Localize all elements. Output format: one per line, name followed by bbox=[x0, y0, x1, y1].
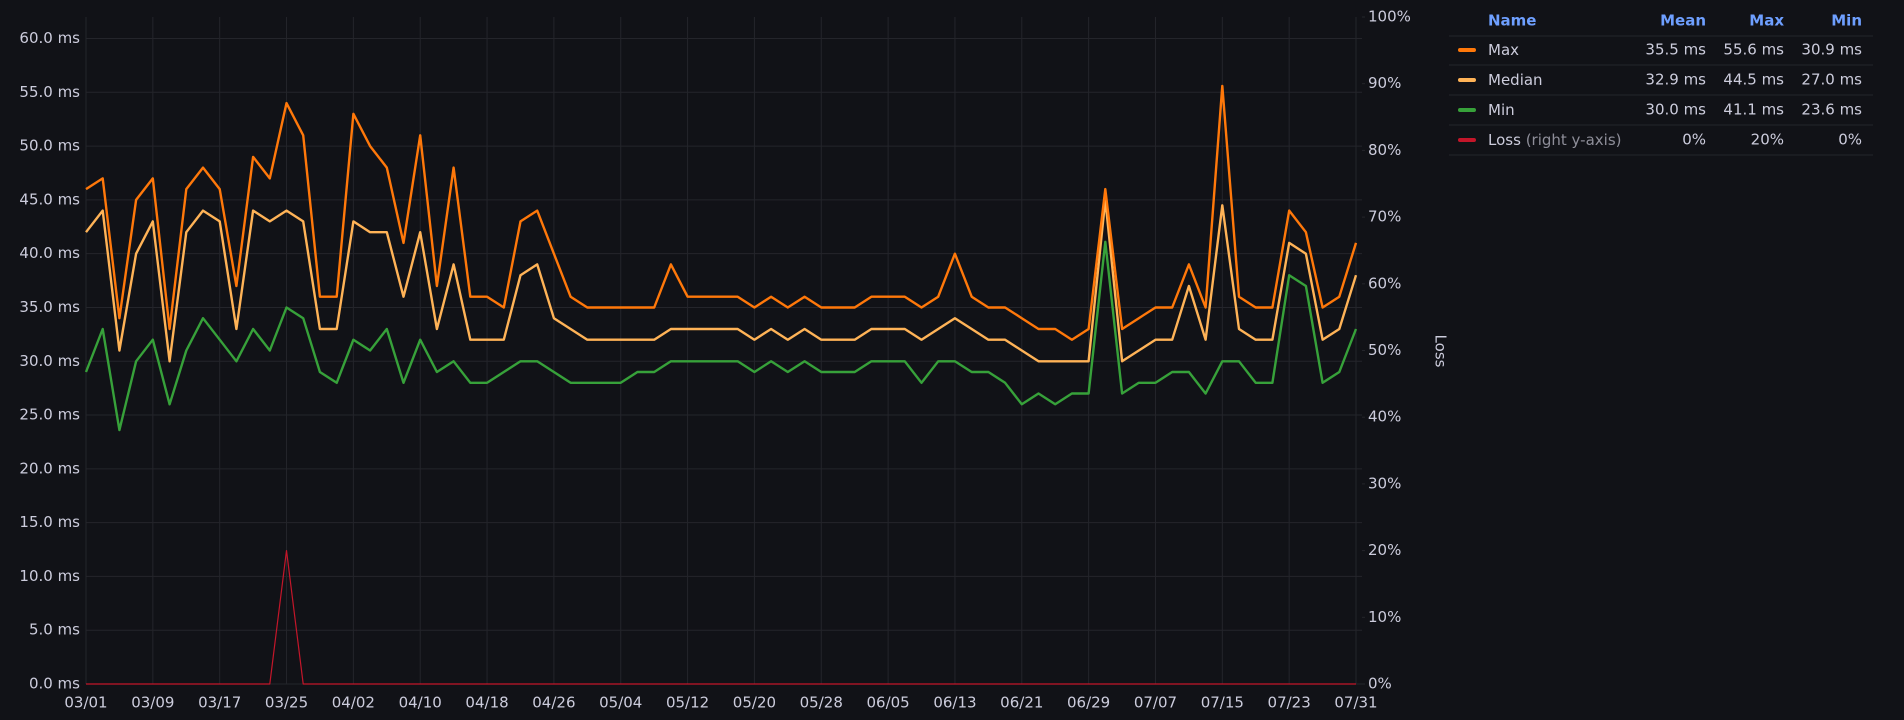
y2-tick-label: 10% bbox=[1368, 608, 1401, 626]
y2-tick-label: 90% bbox=[1368, 74, 1401, 92]
legend-name: Max bbox=[1488, 41, 1519, 59]
y2-axis-label: Loss bbox=[1432, 335, 1450, 368]
x-tick-label: 03/01 bbox=[64, 694, 107, 712]
x-tick-label: 04/18 bbox=[465, 694, 508, 712]
y-tick-label: 35.0 ms bbox=[19, 298, 80, 316]
y2-tick-label: 0% bbox=[1368, 675, 1392, 693]
y-tick-label: 10.0 ms bbox=[19, 567, 80, 585]
x-tick-label: 07/31 bbox=[1334, 694, 1377, 712]
x-tick-label: 05/04 bbox=[599, 694, 642, 712]
y2-tick-label: 70% bbox=[1368, 208, 1401, 226]
x-tick-label: 06/05 bbox=[866, 694, 909, 712]
y2-tick-label: 50% bbox=[1368, 341, 1401, 359]
x-tick-label: 04/26 bbox=[532, 694, 575, 712]
series-line bbox=[85, 84, 1358, 341]
legend-stat: 23.6 ms bbox=[1801, 101, 1862, 119]
legend-header: Max bbox=[1749, 12, 1784, 30]
x-tick-label: 03/25 bbox=[265, 694, 308, 712]
legend-label: Median bbox=[1488, 71, 1543, 89]
legend-stat: 27.0 ms bbox=[1801, 71, 1862, 89]
legend-stat: 0% bbox=[1838, 131, 1862, 149]
legend-stat: 20% bbox=[1751, 131, 1784, 149]
x-tick-label: 03/17 bbox=[198, 694, 241, 712]
legend-stat: 44.5 ms bbox=[1723, 71, 1784, 89]
y2-tick-label: 40% bbox=[1368, 408, 1401, 426]
legend-stat: 41.1 ms bbox=[1723, 101, 1784, 119]
x-tick-label: 05/20 bbox=[733, 694, 776, 712]
y-tick-label: 30.0 ms bbox=[19, 352, 80, 370]
legend-stat: 30.9 ms bbox=[1801, 41, 1862, 59]
x-tick-label: 06/29 bbox=[1067, 694, 1110, 712]
y-tick-label: 5.0 ms bbox=[29, 621, 80, 639]
legend-label: Max bbox=[1488, 41, 1519, 59]
legend-header: Mean bbox=[1660, 12, 1706, 30]
y-tick-label: 45.0 ms bbox=[19, 190, 80, 208]
series-line bbox=[84, 240, 1358, 432]
legend-label: Min bbox=[1488, 101, 1515, 119]
x-tick-label: 04/10 bbox=[399, 694, 442, 712]
x-tick-label: 06/13 bbox=[933, 694, 976, 712]
legend-label: Loss bbox=[1488, 131, 1521, 149]
y2-tick-label: 60% bbox=[1368, 274, 1401, 292]
legend-note: (right y-axis) bbox=[1526, 131, 1622, 149]
legend-stat: 32.9 ms bbox=[1645, 71, 1706, 89]
legend-header: Name bbox=[1488, 12, 1536, 30]
y-tick-label: 20.0 ms bbox=[19, 459, 80, 477]
series-line bbox=[86, 550, 1356, 685]
y2-tick-label: 80% bbox=[1368, 141, 1401, 159]
legend-stat: 55.6 ms bbox=[1723, 41, 1784, 59]
legend-name: Median bbox=[1488, 71, 1543, 89]
series-line bbox=[85, 198, 1358, 363]
legend-name: Loss (right y-axis) bbox=[1488, 131, 1621, 149]
x-tick-label: 07/23 bbox=[1268, 694, 1311, 712]
x-tick-label: 07/07 bbox=[1134, 694, 1177, 712]
x-tick-label: 06/21 bbox=[1000, 694, 1043, 712]
y-tick-label: 60.0 ms bbox=[19, 29, 80, 47]
x-tick-label: 03/09 bbox=[131, 694, 174, 712]
y2-tick-label: 30% bbox=[1368, 474, 1401, 492]
y-tick-label: 55.0 ms bbox=[19, 83, 80, 101]
y-tick-label: 50.0 ms bbox=[19, 137, 80, 155]
y-tick-label: 40.0 ms bbox=[19, 244, 80, 262]
y-tick-label: 25.0 ms bbox=[19, 406, 80, 424]
legend-header: Min bbox=[1831, 12, 1862, 30]
y-tick-label: 15.0 ms bbox=[19, 513, 80, 531]
legend-name: Min bbox=[1488, 101, 1515, 119]
y-tick-label: 0.0 ms bbox=[29, 675, 80, 693]
legend-stat: 30.0 ms bbox=[1645, 101, 1706, 119]
legend-stat: 0% bbox=[1682, 131, 1706, 149]
y2-tick-label: 100% bbox=[1368, 8, 1411, 26]
legend-stat: 35.5 ms bbox=[1645, 41, 1706, 59]
x-tick-label: 05/28 bbox=[800, 694, 843, 712]
y2-tick-label: 20% bbox=[1368, 541, 1401, 559]
x-tick-label: 07/15 bbox=[1201, 694, 1244, 712]
x-tick-label: 05/12 bbox=[666, 694, 709, 712]
x-tick-label: 04/02 bbox=[332, 694, 375, 712]
